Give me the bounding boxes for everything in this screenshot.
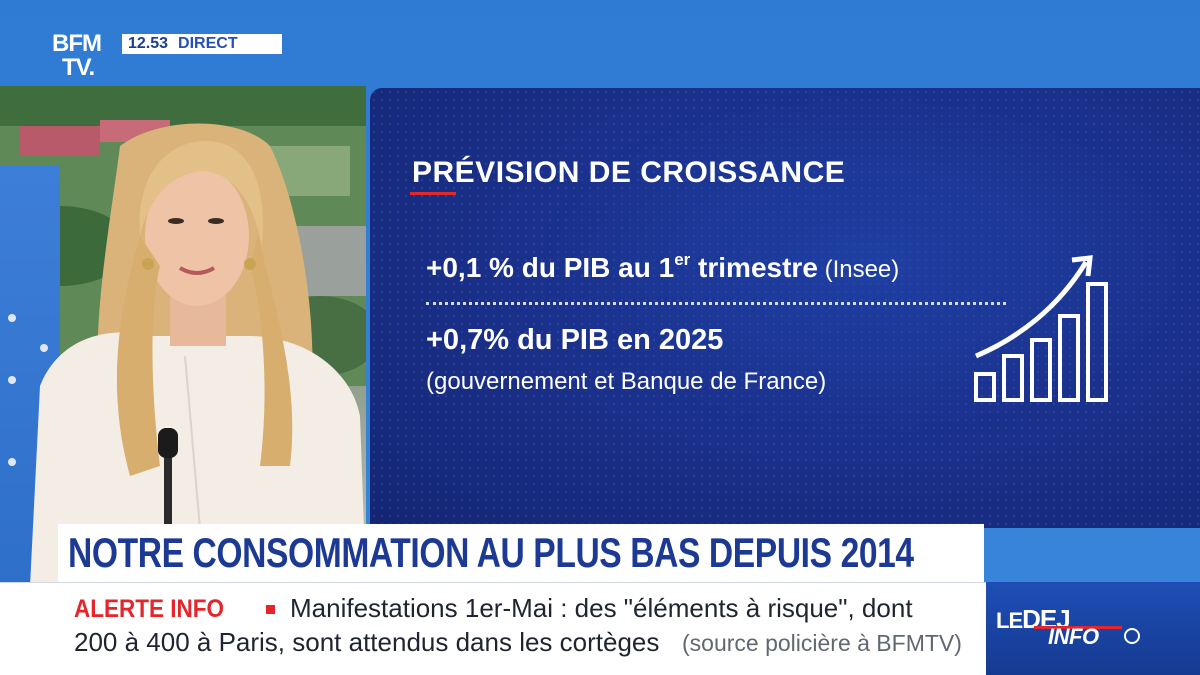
wall-light <box>8 314 16 322</box>
studio-scene <box>0 86 366 586</box>
panel-dot-pattern <box>370 88 1200 528</box>
live-clock-bar: 12.53 DIRECT <box>122 34 282 54</box>
forecast-insee: +0,1 % du PIB au 1er trimestre (Insee) <box>426 250 899 284</box>
presenter <box>30 123 366 586</box>
forecast-insee-sup: er <box>674 250 691 269</box>
news-ticker: ALERTE INFO Manifestations 1er-Mai : des… <box>0 582 986 675</box>
forecast-2025-source: (gouvernement et Banque de France) <box>426 368 827 395</box>
forecast-insee-rest: trimestre <box>690 252 818 283</box>
title-accent-bar <box>410 192 456 195</box>
growth-chart-icon <box>974 255 1108 402</box>
ticker-source: (source policière à BFMTV) <box>682 630 962 656</box>
channel-logo: BFM TV. <box>52 32 116 84</box>
wall-light <box>40 344 48 352</box>
headline-banner: NOTRE CONSOMMATION AU PLUS BAS DEPUIS 20… <box>58 524 984 582</box>
dotted-separator <box>426 302 1006 305</box>
clock-time: 12.53 <box>128 35 169 52</box>
headline-text: NOTRE CONSOMMATION AU PLUS BAS DEPUIS 20… <box>68 529 914 576</box>
growth-forecast-panel: PRÉVISION DE CROISSANCE +0,1 % du PIB au… <box>370 88 1200 528</box>
show-logo-text: LEDEJ <box>996 604 1071 635</box>
alert-square-icon <box>266 605 275 614</box>
show-logo-part3: INFO <box>1048 624 1099 649</box>
logo-line2: TV. <box>62 54 95 81</box>
panel-title: PRÉVISION DE CROISSANCE <box>412 156 846 189</box>
wall-light <box>8 376 16 384</box>
show-logo: LEDEJ INFO <box>986 582 1200 675</box>
wall-light <box>8 458 16 466</box>
logo-line1: BFM <box>52 30 102 57</box>
show-logo-part2: DEJ <box>1022 604 1071 634</box>
forecast-2025: +0,7% du PIB en 2025 <box>426 324 724 356</box>
live-label: DIRECT <box>178 35 238 52</box>
alert-label: ALERTE INFO <box>74 595 225 623</box>
sound-wave-icon <box>1124 628 1140 644</box>
show-logo-part1: LE <box>996 608 1023 633</box>
forecast-insee-main: +0,1 % du PIB au 1 <box>426 252 675 283</box>
show-logo-accent <box>1034 626 1122 629</box>
ticker-text-line1: Manifestations 1er-Mai : des "éléments à… <box>290 593 913 623</box>
forecast-insee-note: (Insee) <box>817 256 900 283</box>
ticker-text-line2: 200 à 400 à Paris, sont attendus dans le… <box>74 627 660 657</box>
